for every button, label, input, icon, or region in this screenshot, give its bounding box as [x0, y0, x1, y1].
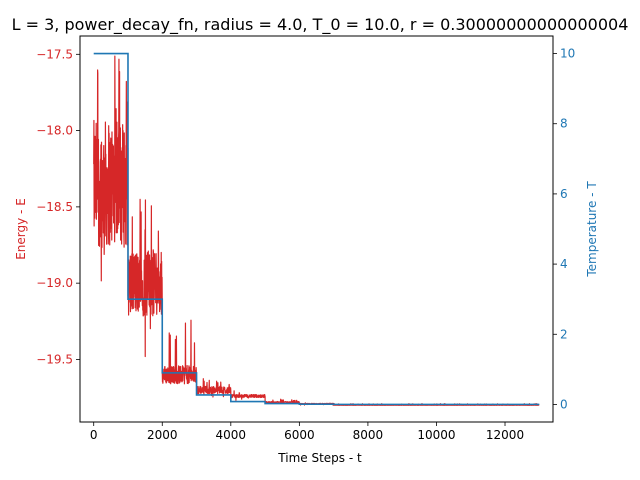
- plot-area: [79, 35, 554, 423]
- x-axis: 0 2000 4000 6000 8000 10000 12000: [90, 422, 524, 442]
- x-tick-label: 4000: [216, 428, 247, 442]
- y-right-tick-label: 2: [560, 327, 568, 341]
- energy-series: [93, 55, 540, 406]
- x-tick-label: 2000: [147, 428, 178, 442]
- y-left-tick-label: −19.0: [36, 276, 73, 290]
- y-left-tick-label: −18.0: [36, 124, 73, 138]
- temperature-series: [93, 52, 540, 406]
- y-right-tick-label: 0: [560, 397, 568, 411]
- y-right-tick-label: 4: [560, 257, 568, 271]
- y-right-tick-label: 8: [560, 117, 568, 131]
- energy-line: [93, 55, 540, 406]
- x-tick-label: 0: [90, 428, 98, 442]
- x-tick-label: 12000: [486, 428, 524, 442]
- y-left-tick-label: −19.5: [36, 352, 73, 366]
- y-left-axis: −17.5 −18.0 −18.5 −19.0 −19.5: [36, 47, 80, 366]
- y-right-tick-label: 6: [560, 187, 568, 201]
- x-axis-label: Time Steps - t: [277, 451, 362, 465]
- temperature-line: [93, 52, 540, 406]
- y-right-tick-label: 10: [560, 47, 575, 61]
- y-left-tick-label: −17.5: [36, 47, 73, 61]
- y-left-axis-label: Energy - E: [14, 198, 28, 260]
- y-right-axis-label: Temperature - T: [585, 181, 599, 278]
- chart-title: L = 3, power_decay_fn, radius = 4.0, T_0…: [12, 15, 629, 35]
- x-tick-label: 8000: [353, 428, 384, 442]
- y-right-axis: 0 2 4 6 8 10: [553, 47, 575, 411]
- plot-frame: [79, 35, 554, 423]
- x-tick-label: 6000: [284, 428, 315, 442]
- x-tick-label: 10000: [417, 428, 455, 442]
- y-left-tick-label: −18.5: [36, 200, 73, 214]
